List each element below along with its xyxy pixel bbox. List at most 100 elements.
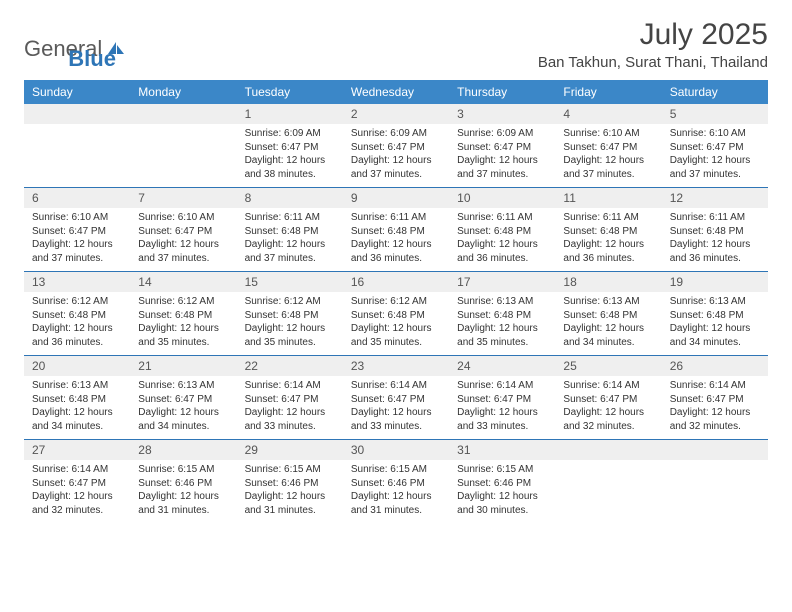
- sunset-text: Sunset: 6:47 PM: [351, 393, 441, 407]
- weekday-header: Tuesday: [237, 80, 343, 104]
- daylight-text: Daylight: 12 hours and 37 minutes.: [670, 154, 760, 181]
- calendar-week-row: 20Sunrise: 6:13 AMSunset: 6:48 PMDayligh…: [24, 356, 768, 440]
- day-number: 6: [24, 188, 130, 208]
- day-body: Sunrise: 6:12 AMSunset: 6:48 PMDaylight:…: [237, 292, 343, 355]
- sunset-text: Sunset: 6:47 PM: [32, 225, 122, 239]
- day-body: Sunrise: 6:15 AMSunset: 6:46 PMDaylight:…: [130, 460, 236, 523]
- sunset-text: Sunset: 6:48 PM: [670, 309, 760, 323]
- daylight-text: Daylight: 12 hours and 34 minutes.: [32, 406, 122, 433]
- daylight-text: Daylight: 12 hours and 36 minutes.: [457, 238, 547, 265]
- day-number: 26: [662, 356, 768, 376]
- daylight-text: Daylight: 12 hours and 32 minutes.: [563, 406, 653, 433]
- sunset-text: Sunset: 6:47 PM: [32, 477, 122, 491]
- sunset-text: Sunset: 6:48 PM: [32, 393, 122, 407]
- daylight-text: Daylight: 12 hours and 34 minutes.: [563, 322, 653, 349]
- day-number: 19: [662, 272, 768, 292]
- calendar-day-cell: 18Sunrise: 6:13 AMSunset: 6:48 PMDayligh…: [555, 272, 661, 355]
- calendar-day-cell: 16Sunrise: 6:12 AMSunset: 6:48 PMDayligh…: [343, 272, 449, 355]
- daylight-text: Daylight: 12 hours and 33 minutes.: [245, 406, 335, 433]
- calendar-week-row: 13Sunrise: 6:12 AMSunset: 6:48 PMDayligh…: [24, 272, 768, 356]
- daylight-text: Daylight: 12 hours and 31 minutes.: [351, 490, 441, 517]
- day-number: 11: [555, 188, 661, 208]
- sunset-text: Sunset: 6:47 PM: [245, 393, 335, 407]
- calendar-day-cell: 12Sunrise: 6:11 AMSunset: 6:48 PMDayligh…: [662, 188, 768, 271]
- calendar-day-cell: 14Sunrise: 6:12 AMSunset: 6:48 PMDayligh…: [130, 272, 236, 355]
- day-body: Sunrise: 6:14 AMSunset: 6:47 PMDaylight:…: [555, 376, 661, 439]
- sunrise-text: Sunrise: 6:09 AM: [245, 127, 335, 141]
- calendar-day-cell: 31Sunrise: 6:15 AMSunset: 6:46 PMDayligh…: [449, 440, 555, 523]
- sunrise-text: Sunrise: 6:14 AM: [351, 379, 441, 393]
- sunset-text: Sunset: 6:47 PM: [670, 141, 760, 155]
- calendar-day-cell: 25Sunrise: 6:14 AMSunset: 6:47 PMDayligh…: [555, 356, 661, 439]
- day-number: 1: [237, 104, 343, 124]
- sunset-text: Sunset: 6:46 PM: [351, 477, 441, 491]
- logo: General Blue: [24, 18, 116, 72]
- day-number: 5: [662, 104, 768, 124]
- daylight-text: Daylight: 12 hours and 34 minutes.: [670, 322, 760, 349]
- day-number: 20: [24, 356, 130, 376]
- day-number: 3: [449, 104, 555, 124]
- day-body: Sunrise: 6:12 AMSunset: 6:48 PMDaylight:…: [343, 292, 449, 355]
- sunrise-text: Sunrise: 6:11 AM: [245, 211, 335, 225]
- sunset-text: Sunset: 6:47 PM: [138, 225, 228, 239]
- daylight-text: Daylight: 12 hours and 37 minutes.: [563, 154, 653, 181]
- sunset-text: Sunset: 6:48 PM: [457, 309, 547, 323]
- sunset-text: Sunset: 6:47 PM: [245, 141, 335, 155]
- logo-text-blue: Blue: [68, 46, 116, 72]
- sunrise-text: Sunrise: 6:11 AM: [563, 211, 653, 225]
- daylight-text: Daylight: 12 hours and 35 minutes.: [457, 322, 547, 349]
- sunset-text: Sunset: 6:46 PM: [245, 477, 335, 491]
- calendar-day-cell: 7Sunrise: 6:10 AMSunset: 6:47 PMDaylight…: [130, 188, 236, 271]
- header: General Blue July 2025 Ban Takhun, Surat…: [24, 18, 768, 72]
- sunset-text: Sunset: 6:48 PM: [563, 225, 653, 239]
- daylight-text: Daylight: 12 hours and 36 minutes.: [32, 322, 122, 349]
- sunrise-text: Sunrise: 6:13 AM: [32, 379, 122, 393]
- day-number: 17: [449, 272, 555, 292]
- daylight-text: Daylight: 12 hours and 37 minutes.: [457, 154, 547, 181]
- calendar-day-cell: 26Sunrise: 6:14 AMSunset: 6:47 PMDayligh…: [662, 356, 768, 439]
- sunrise-text: Sunrise: 6:13 AM: [138, 379, 228, 393]
- daylight-text: Daylight: 12 hours and 32 minutes.: [670, 406, 760, 433]
- sunrise-text: Sunrise: 6:13 AM: [563, 295, 653, 309]
- day-number: 22: [237, 356, 343, 376]
- day-body: Sunrise: 6:12 AMSunset: 6:48 PMDaylight:…: [130, 292, 236, 355]
- sunrise-text: Sunrise: 6:12 AM: [32, 295, 122, 309]
- calendar-day-empty: [24, 104, 130, 187]
- daylight-text: Daylight: 12 hours and 34 minutes.: [138, 406, 228, 433]
- day-body: Sunrise: 6:13 AMSunset: 6:47 PMDaylight:…: [130, 376, 236, 439]
- day-number: 21: [130, 356, 236, 376]
- sunset-text: Sunset: 6:47 PM: [563, 393, 653, 407]
- day-body: Sunrise: 6:11 AMSunset: 6:48 PMDaylight:…: [237, 208, 343, 271]
- day-body: Sunrise: 6:13 AMSunset: 6:48 PMDaylight:…: [449, 292, 555, 355]
- day-number: 4: [555, 104, 661, 124]
- day-body: Sunrise: 6:09 AMSunset: 6:47 PMDaylight:…: [237, 124, 343, 187]
- daylight-text: Daylight: 12 hours and 35 minutes.: [351, 322, 441, 349]
- day-body: Sunrise: 6:14 AMSunset: 6:47 PMDaylight:…: [24, 460, 130, 523]
- sunset-text: Sunset: 6:48 PM: [245, 225, 335, 239]
- daylight-text: Daylight: 12 hours and 31 minutes.: [245, 490, 335, 517]
- sunrise-text: Sunrise: 6:12 AM: [138, 295, 228, 309]
- sunset-text: Sunset: 6:47 PM: [457, 393, 547, 407]
- day-number: 2: [343, 104, 449, 124]
- day-body: Sunrise: 6:10 AMSunset: 6:47 PMDaylight:…: [24, 208, 130, 271]
- weekday-header-row: Sunday Monday Tuesday Wednesday Thursday…: [24, 80, 768, 104]
- day-number: 10: [449, 188, 555, 208]
- sunrise-text: Sunrise: 6:14 AM: [245, 379, 335, 393]
- sunset-text: Sunset: 6:48 PM: [351, 225, 441, 239]
- day-number: 16: [343, 272, 449, 292]
- day-number: 9: [343, 188, 449, 208]
- calendar-day-cell: 28Sunrise: 6:15 AMSunset: 6:46 PMDayligh…: [130, 440, 236, 523]
- day-number: 24: [449, 356, 555, 376]
- sunset-text: Sunset: 6:47 PM: [457, 141, 547, 155]
- day-number: 23: [343, 356, 449, 376]
- sunrise-text: Sunrise: 6:12 AM: [351, 295, 441, 309]
- calendar-day-empty: [662, 440, 768, 523]
- sunrise-text: Sunrise: 6:11 AM: [670, 211, 760, 225]
- day-body: Sunrise: 6:14 AMSunset: 6:47 PMDaylight:…: [662, 376, 768, 439]
- calendar-day-cell: 27Sunrise: 6:14 AMSunset: 6:47 PMDayligh…: [24, 440, 130, 523]
- calendar-day-cell: 4Sunrise: 6:10 AMSunset: 6:47 PMDaylight…: [555, 104, 661, 187]
- calendar-day-cell: 11Sunrise: 6:11 AMSunset: 6:48 PMDayligh…: [555, 188, 661, 271]
- calendar-day-empty: [130, 104, 236, 187]
- daylight-text: Daylight: 12 hours and 37 minutes.: [245, 238, 335, 265]
- sunset-text: Sunset: 6:47 PM: [351, 141, 441, 155]
